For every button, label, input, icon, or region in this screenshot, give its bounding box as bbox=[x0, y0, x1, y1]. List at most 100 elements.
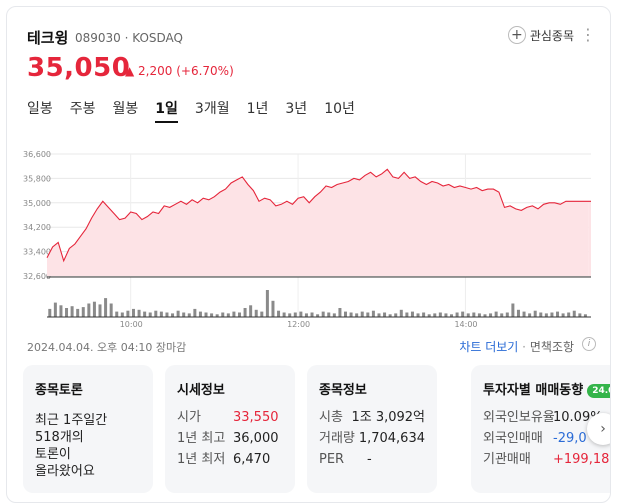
volume-bar bbox=[226, 313, 230, 317]
volume-bar bbox=[522, 311, 526, 317]
volume-bar bbox=[277, 310, 281, 317]
stock-name[interactable]: 테크윙 bbox=[27, 29, 69, 47]
disclaimer-link[interactable]: 면책조항 bbox=[529, 340, 574, 354]
x-tick-label: 12:00 bbox=[287, 320, 310, 329]
volume-bar bbox=[293, 312, 297, 317]
tab-1year[interactable]: 1년 bbox=[246, 101, 269, 117]
stock-info-rows: 시총 1조 3,092억 거래량 1,704,634 PER - bbox=[319, 408, 425, 470]
favorite-label: 관심종목 bbox=[529, 28, 574, 43]
volume-bar bbox=[254, 309, 258, 317]
volume-bar bbox=[310, 312, 314, 317]
stock-header: 테크윙 089030 · KOSDAQ + 관심종목 ⋮ bbox=[27, 25, 596, 47]
volume-bar bbox=[131, 308, 135, 317]
volume-bar bbox=[327, 312, 331, 317]
price-area bbox=[47, 169, 589, 276]
volume-bar bbox=[198, 311, 202, 317]
volume-bar bbox=[187, 313, 191, 317]
separator: · bbox=[522, 340, 526, 354]
volume-bar bbox=[143, 311, 147, 317]
intraday-chart[interactable]: 36,600 35,800 35,000 34,200 33,400 32,600 10:0… bbox=[7, 141, 611, 331]
volume-bar bbox=[338, 308, 342, 317]
year-high-label: 1년 최고 bbox=[177, 431, 226, 446]
volume-bar bbox=[154, 310, 158, 317]
volume-bar bbox=[109, 303, 113, 317]
institution-trade-value: +199,18 bbox=[553, 452, 610, 467]
volume-bar bbox=[165, 312, 169, 317]
volume-bar bbox=[126, 310, 130, 317]
year-low-value: 6,470 bbox=[233, 452, 271, 467]
market-rows: 시가 33,550 1년 최고 36,000 1년 최저 6,470 bbox=[177, 408, 283, 470]
discussion-panel[interactable]: 종목토론 최근 1주일간 518개의 토론이 올라왔어요 bbox=[23, 365, 153, 493]
volume-bar bbox=[405, 312, 409, 317]
volume-bar bbox=[544, 313, 548, 317]
period-tabs: 일봉 주봉 월봉 1일 3개월 1년 3년 10년 bbox=[27, 99, 372, 127]
volume-bar bbox=[422, 312, 426, 317]
market-row-low: 1년 최저 6,470 bbox=[177, 450, 283, 470]
volume-bar bbox=[81, 307, 85, 317]
next-arrow-button[interactable]: › bbox=[587, 413, 610, 445]
volume-bar bbox=[137, 309, 141, 317]
institution-trade-label: 기관매매 bbox=[483, 452, 531, 467]
open-value: 33,550 bbox=[233, 410, 279, 425]
favorite-button[interactable]: + 관심종목 bbox=[507, 25, 574, 45]
year-low-label: 1년 최저 bbox=[177, 452, 226, 467]
volume-value: 1,704,634 bbox=[358, 431, 425, 446]
chart-more-link[interactable]: 차트 더보기 bbox=[459, 340, 519, 354]
market-row-open: 시가 33,550 bbox=[177, 408, 283, 428]
volume-bar bbox=[243, 308, 247, 317]
volume-bar bbox=[567, 312, 571, 317]
tab-3year[interactable]: 3년 bbox=[285, 101, 308, 117]
y-tick-label: 36,600 bbox=[23, 150, 51, 159]
volume-bar bbox=[427, 314, 431, 317]
date-badge: 24.0 bbox=[587, 384, 610, 398]
price-line bbox=[46, 168, 591, 263]
y-tick-label: 35,800 bbox=[23, 174, 51, 183]
volume-bar bbox=[299, 311, 303, 317]
volume-bar bbox=[249, 305, 253, 317]
discussion-line: 올라왔어요 bbox=[35, 464, 95, 479]
tab-1day[interactable]: 1일 bbox=[155, 99, 178, 127]
discussion-line: 최근 1주일간 bbox=[35, 413, 108, 428]
tab-weekly[interactable]: 주봉 bbox=[69, 101, 96, 117]
volume-bar bbox=[572, 310, 576, 317]
volume-bar bbox=[171, 313, 175, 317]
info-row-cap: 시총 1조 3,092억 bbox=[319, 408, 425, 428]
discussion-line: 토론이 bbox=[35, 447, 71, 462]
volume-bar bbox=[461, 311, 465, 317]
volume-bar bbox=[516, 309, 520, 317]
volume-bar bbox=[92, 301, 96, 317]
chart-svg[interactable]: 36,600 35,800 35,000 34,200 33,400 32,600 10:0… bbox=[7, 141, 611, 331]
status-row: 2024.04.04. 오후 04:10 장마감 차트 더보기 · 면책조항 i bbox=[27, 337, 596, 354]
tab-daily[interactable]: 일봉 bbox=[27, 101, 53, 117]
market-title: 시세정보 bbox=[177, 383, 225, 398]
volume-bar bbox=[288, 313, 292, 317]
volume-bar bbox=[159, 311, 163, 317]
foreign-trade-value: -29,0 bbox=[553, 431, 587, 446]
foreign-ratio-label: 외국인보유율 bbox=[483, 410, 555, 425]
volume-bar bbox=[466, 313, 470, 317]
volume-bar bbox=[472, 312, 476, 317]
info-icon[interactable]: i bbox=[582, 337, 596, 351]
more-options-icon[interactable]: ⋮ bbox=[580, 25, 596, 44]
volume-bar bbox=[182, 312, 186, 317]
volume-bar bbox=[477, 313, 481, 317]
y-tick-label: 33,400 bbox=[23, 248, 51, 257]
volume-bar bbox=[304, 313, 308, 317]
stock-info-title: 종목정보 bbox=[319, 383, 367, 398]
stock-code-market: 089030 · KOSDAQ bbox=[75, 31, 183, 45]
volume-bar bbox=[438, 312, 442, 317]
volume-bar bbox=[76, 308, 80, 317]
volume-bar bbox=[416, 313, 420, 317]
tab-10year[interactable]: 10년 bbox=[324, 101, 355, 117]
tab-monthly[interactable]: 월봉 bbox=[112, 101, 139, 117]
current-price: 35,050 bbox=[27, 53, 131, 83]
market-row-high: 1년 최고 36,000 bbox=[177, 429, 283, 449]
tab-3month[interactable]: 3개월 bbox=[194, 101, 230, 117]
stock-info-panel[interactable]: 종목정보 시총 1조 3,092억 거래량 1,704,634 PER - bbox=[307, 365, 437, 493]
volume-bar bbox=[366, 312, 370, 317]
market-panel[interactable]: 시세정보 시가 33,550 1년 최고 36,000 1년 최저 6,470 bbox=[165, 365, 295, 493]
volume-bar bbox=[316, 314, 320, 317]
volume-bar bbox=[556, 311, 560, 317]
